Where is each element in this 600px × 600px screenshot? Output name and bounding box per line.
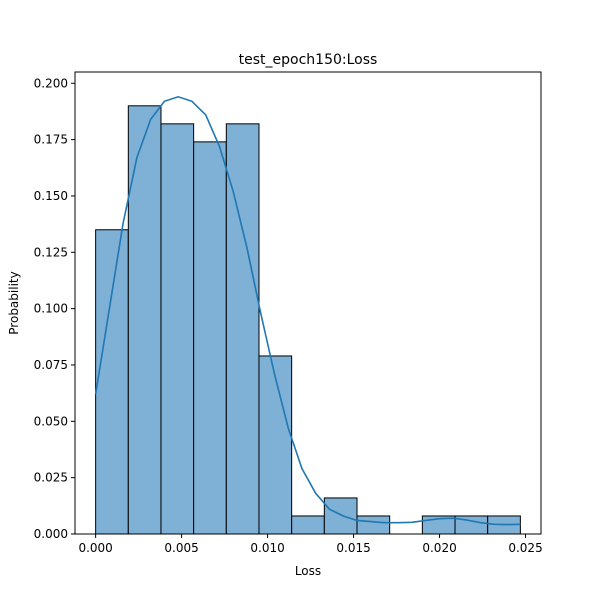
histogram-bar-1 [127, 105, 162, 535]
y-tick-label: 0.125 [34, 245, 68, 259]
y-tick-label: 0.025 [34, 471, 68, 485]
histogram-bar-2 [160, 123, 195, 535]
chart-title: test_epoch150:Loss [239, 52, 378, 68]
x-axis-ticks: 0.000 0.005 0.010 0.015 0.020 0.025 [78, 534, 543, 555]
histogram-bar-3 [193, 141, 227, 535]
histogram-bar-6 [291, 515, 325, 535]
histogram-bar-0 [95, 229, 129, 535]
x-tick-label: 0.020 [422, 541, 456, 555]
y-tick-label: 0.150 [34, 189, 68, 203]
y-axis-label: Probability [7, 271, 21, 334]
histogram-bar-7 [323, 497, 358, 535]
x-tick-label: 0.010 [250, 541, 284, 555]
x-axis-label: Loss [295, 564, 321, 578]
y-axis-ticks: 0.000 0.025 0.050 0.075 0.100 0.125 0.150 0.175… [34, 76, 75, 541]
x-tick-label: 0.025 [508, 541, 542, 555]
y-tick-label: 0.050 [34, 414, 68, 428]
x-tick-label: 0.005 [164, 541, 198, 555]
y-tick-label: 0.200 [34, 76, 68, 90]
x-tick-label: 0.000 [78, 541, 112, 555]
plot-area-frame [74, 71, 542, 535]
x-tick-label: 0.015 [336, 541, 370, 555]
histogram-bar-5 [258, 355, 293, 535]
y-tick-label: 0.175 [34, 133, 68, 147]
histogram-bars [95, 105, 521, 535]
y-tick-label: 0.000 [34, 527, 68, 541]
y-tick-label: 0.075 [34, 358, 68, 372]
kde-curve [94, 95, 521, 526]
y-tick-label: 0.100 [34, 302, 68, 316]
histogram-bar-8 [356, 515, 391, 535]
